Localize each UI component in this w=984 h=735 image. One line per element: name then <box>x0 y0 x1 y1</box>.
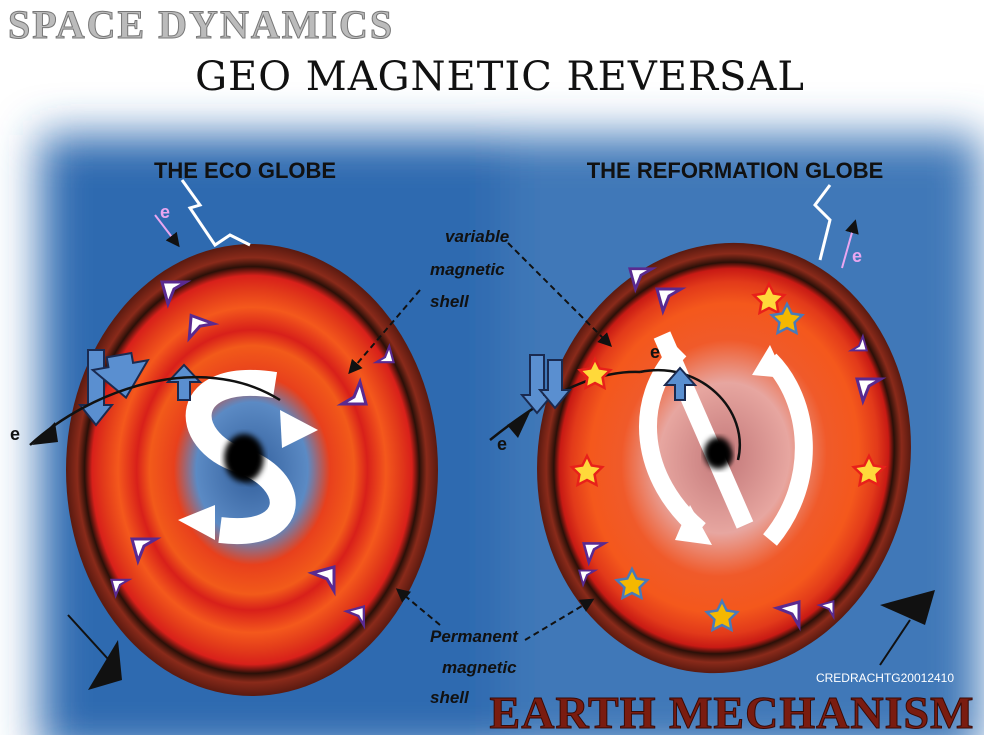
electron-label: e <box>10 424 20 444</box>
electron-label: e <box>852 246 862 266</box>
eco-globe <box>29 179 438 696</box>
annotation-line: variable <box>445 227 509 246</box>
electron-label: e <box>650 342 660 362</box>
credit: CREDRACHTG20012410 <box>816 671 954 685</box>
pointer <box>348 289 421 375</box>
globe-title: THE REFORMATION GLOBE <box>587 158 884 183</box>
annotation-line: shell <box>430 688 470 707</box>
pointer <box>524 598 595 641</box>
reformation-globe <box>489 184 935 674</box>
electron-label: e <box>497 434 507 454</box>
pointer <box>395 588 441 626</box>
annotation-line: Permanent <box>430 627 519 646</box>
annotation-line: magnetic <box>442 658 517 677</box>
electron-label: e <box>160 202 170 222</box>
footer-title: EARTH MECHANISM <box>490 687 975 735</box>
header-title: SPACE DYNAMICS <box>8 2 394 47</box>
annotation-line: shell <box>430 292 470 311</box>
globe-title: THE ECO GLOBE <box>154 158 336 183</box>
annotation-line: magnetic <box>430 260 505 279</box>
pointer <box>507 242 612 347</box>
header-subtitle: GEO MAGNETIC REVERSAL <box>195 54 805 100</box>
